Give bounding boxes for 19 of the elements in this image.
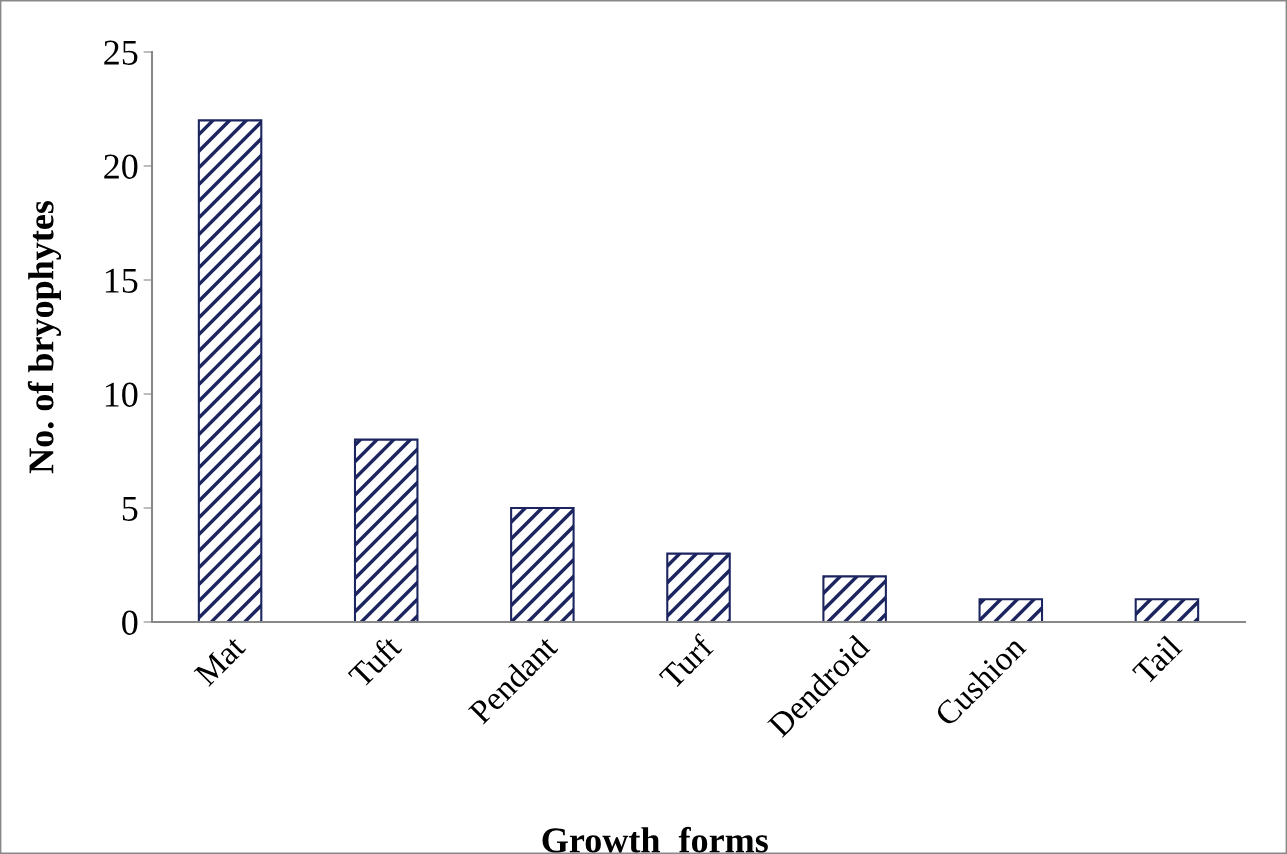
- x-tick-label: Mat: [193, 634, 247, 687]
- y-tick-label: 15: [105, 268, 138, 293]
- bar: [197, 119, 263, 622]
- bar: [1134, 598, 1200, 622]
- y-tick-label: 0: [122, 610, 138, 635]
- x-axis-title: Growth forms: [542, 826, 768, 853]
- x-tick-label: Turf: [657, 632, 716, 691]
- bar: [978, 598, 1044, 622]
- x-tick-label: Tuft: [346, 633, 403, 690]
- y-tick-label: 5: [122, 496, 138, 521]
- bar: [666, 552, 731, 622]
- x-tick-label: Tail: [1131, 633, 1184, 686]
- y-tick-label: 25: [104, 40, 138, 65]
- bar: [822, 575, 887, 622]
- y-tick-label: 10: [105, 382, 138, 407]
- y-axis-title: No. of bryophytes: [27, 200, 62, 474]
- bar: [353, 438, 419, 622]
- y-tick-label: 20: [104, 154, 138, 179]
- bar: [510, 506, 575, 622]
